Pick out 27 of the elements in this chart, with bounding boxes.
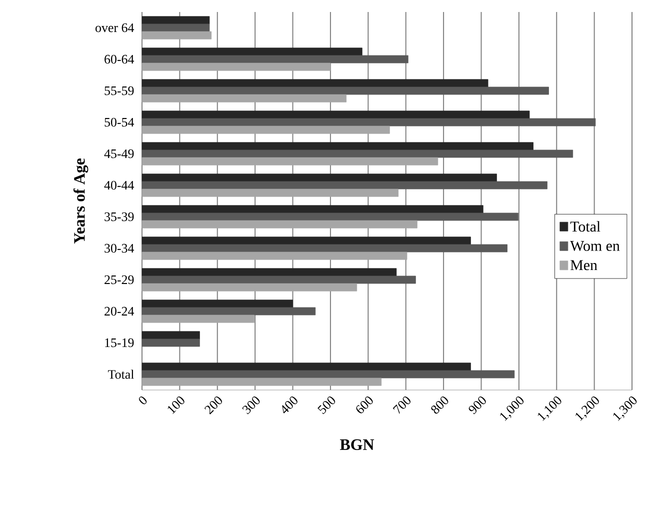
y-tick-label: 40-44 <box>104 180 134 190</box>
x-tick-label: 300 <box>242 396 260 414</box>
x-tick-label: 400 <box>282 396 298 414</box>
y-tick-label: 15-19 <box>105 338 134 348</box>
x-tick-label: 500 <box>318 396 336 414</box>
y-tick-label: over 64 <box>96 23 134 32</box>
x-tick-label: 600 <box>356 396 373 414</box>
y-tick-label: 25-29 <box>104 275 134 284</box>
x-tick-label: 800 <box>431 396 448 414</box>
y-tick-label: 50-54 <box>104 118 134 127</box>
y-tick-label: 55-59 <box>104 86 134 96</box>
x-axis-title: BGN <box>340 439 374 450</box>
y-tick-label: 30-34 <box>104 244 134 253</box>
y-tick-label: 60-64 <box>104 54 134 64</box>
y-tick-label: 35-39 <box>104 212 134 222</box>
y-tick-label: 45-49 <box>104 149 134 158</box>
x-tick-label: 900 <box>468 396 486 414</box>
legend-label: Total <box>570 221 600 232</box>
x-tick-label: 100 <box>168 396 184 414</box>
y-axis-title: Years of Age <box>73 158 88 244</box>
y-tick-label: Total <box>108 370 134 379</box>
x-tick-label: 200 <box>204 396 222 414</box>
legend-label: Wom en <box>570 241 620 252</box>
y-tick-label: 20-24 <box>104 306 134 316</box>
x-tick-label: 700 <box>392 396 410 414</box>
x-tick-label: 0 <box>138 396 147 404</box>
legend-label: Men <box>570 260 598 270</box>
